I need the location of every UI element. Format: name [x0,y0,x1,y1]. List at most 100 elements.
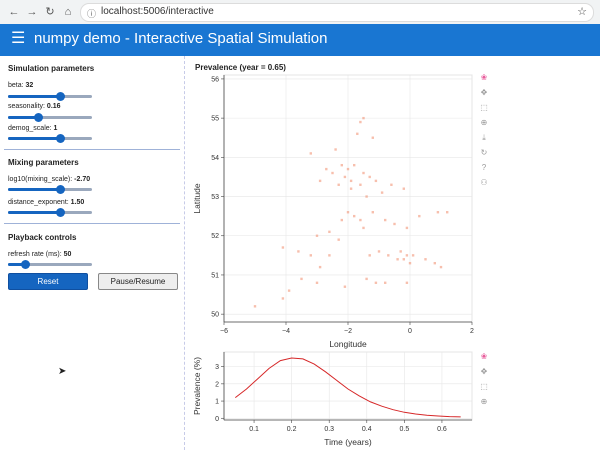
wheel-zoom-icon[interactable]: ⊕ [480,118,488,127]
slider-handle[interactable] [20,260,30,269]
scatter-x-tick-label: 0 [408,328,412,335]
scatter-point [353,214,356,218]
scatter-x-tick-label: −6 [220,328,228,335]
box-zoom-icon[interactable]: ⬚ [480,103,488,112]
scatter-y-axis-label: Latitude [192,183,202,214]
demog-scale-slider[interactable] [8,134,92,143]
sidebar: Simulation parameters beta: 32 seasonali… [0,56,185,450]
save-icon[interactable]: ⤓ [482,133,486,142]
pan-icon[interactable]: ✥ [480,88,488,97]
pan-icon[interactable]: ✥ [480,367,488,376]
scatter-point [340,163,343,167]
scatter-point [374,281,378,284]
section-divider [4,223,180,224]
scatter-point [318,265,322,269]
scatter-point [331,171,334,175]
scatter-point [325,167,328,171]
scatter-y-tick-label: 50 [211,312,219,319]
scatter-point [318,179,322,183]
address-bar[interactable]: ⓘ localhost:5006/interactive ☆ [80,3,594,22]
scatter-point [371,136,374,139]
param-label-seasonality: seasonality: 0.16 [8,103,61,110]
home-icon[interactable]: ⌂ [64,6,72,18]
forward-icon[interactable]: → [26,6,38,18]
back-icon[interactable]: ← [8,6,20,18]
scatter-point [343,175,347,179]
pause-resume-button[interactable]: Pause/Resume [98,273,178,290]
scatter-point [390,183,393,186]
scatter-point [362,116,365,120]
bookmark-star-icon[interactable]: ☆ [577,6,587,18]
slider-handle[interactable] [56,208,66,217]
line-y-tick-label: 3 [215,364,219,371]
scatter-point [328,254,331,257]
scatter-x-axis-label: Longitude [329,339,367,349]
scatter-x-tick-label: −2 [344,328,352,335]
line-x-tick-label: 0.6 [437,426,447,433]
scatter-point [405,254,409,257]
scatter-y-tick-label: 51 [211,272,219,279]
scatter-point [359,120,362,124]
scatter-point [405,281,409,284]
scatter-y-tick-label: 53 [211,194,219,201]
bokeh-logo-icon[interactable]: ❀ [480,73,488,82]
line-plot-area [223,351,473,421]
scatter-point [353,163,356,167]
section-title-mixing: Mixing parameters [8,158,79,167]
scatter-point [297,250,300,253]
app-title: numpy demo - Interactive Spatial Simulat… [34,30,328,47]
section-title-simulation: Simulation parameters [8,64,95,73]
scatter-point [334,148,337,151]
scatter-point [384,281,387,284]
scatter-point [380,191,384,194]
scatter-point [328,230,331,234]
slider-handle[interactable] [56,134,66,143]
mixing-scale-slider[interactable] [8,185,92,194]
wheel-zoom-icon[interactable]: ⊕ [480,397,488,406]
scatter-y-tick-label: 52 [211,233,219,240]
scatter-point [337,183,340,186]
hamburger-menu-icon[interactable]: ☰ [11,30,26,47]
reset-button[interactable]: Reset [8,273,88,290]
reset-icon[interactable]: ↻ [480,148,488,157]
seasonality-slider[interactable] [8,113,92,122]
refresh-rate-slider[interactable] [8,260,92,269]
param-label-beta: beta: 32 [8,82,34,89]
scatter-point [371,211,374,214]
scatter-point [393,222,396,226]
line-plot-toolbar: ❀ ✥ ⬚ ⊕ [478,351,492,411]
main-plot-toolbar: ❀ ✥ ⬚ ⊕ ⤓ ↻? ⚇ [478,72,492,192]
scatter-point [436,211,440,214]
scatter-point [405,226,409,230]
scatter-point [300,277,303,281]
box-zoom-icon[interactable]: ⬚ [480,382,488,391]
scatter-point [343,285,347,288]
slider-handle[interactable] [56,92,66,101]
scatter-point [402,187,405,190]
beta-slider[interactable] [8,92,92,101]
reload-icon[interactable]: ↻ [45,6,55,18]
scatter-point [439,265,443,269]
scatter-point [315,281,319,284]
slider-handle[interactable] [56,185,66,194]
scatter-y-tick-label: 54 [211,155,219,162]
param-label-refresh-rate: refresh rate (ms): 50 [8,251,72,258]
site-info-icon[interactable]: ⓘ [87,9,97,19]
scatter-point [309,254,312,257]
slider-handle[interactable] [34,113,44,122]
scatter-point [399,250,402,253]
bokeh-logo-icon[interactable]: ❀ [480,352,488,361]
scatter-point [365,277,368,281]
line-x-tick-label: 0.5 [399,426,409,433]
scatter-point [408,261,412,265]
scatter-point [359,183,362,186]
help-icon[interactable]: ? [481,163,487,172]
distance-exponent-slider[interactable] [8,208,92,217]
scatter-point [402,258,405,261]
hover-icon[interactable]: ⚇ [480,178,488,187]
scatter-point [309,152,312,155]
scatter-y-tick-label: 55 [211,116,219,123]
section-divider [4,149,180,150]
prevalence-line-series [234,357,461,418]
scatter-point [433,261,436,265]
